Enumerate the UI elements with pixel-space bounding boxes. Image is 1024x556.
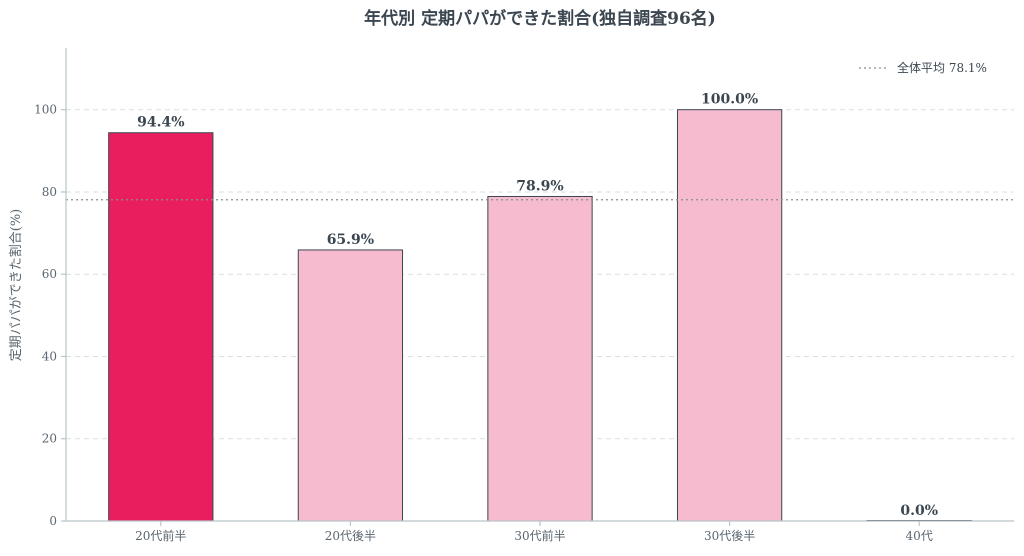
data-labels: 94.4% 65.9% 78.9% 100.0% 0.0%: [137, 92, 938, 519]
x-tick-label-2: 20代後半: [325, 529, 376, 543]
bar-1: [108, 132, 214, 522]
x-tick-label-1: 20代前半: [135, 528, 186, 543]
bar-3: [487, 195, 593, 522]
y-tick-label: 40: [42, 349, 57, 363]
y-tick-label: 60: [42, 267, 57, 281]
data-label-5: 0.0%: [900, 503, 938, 519]
data-label-1: 94.4%: [137, 115, 184, 131]
bar-2: [297, 249, 404, 522]
y-axis-ticks: 0 20 40 60 80 100: [34, 103, 66, 528]
y-tick-label: 100: [34, 103, 57, 117]
y-tick-label: 0: [49, 514, 57, 528]
data-label-2: 65.9%: [327, 232, 374, 248]
x-axis-ticks: 20代前半 20代後半 30代前半 30代後半 40代: [135, 521, 933, 543]
x-tick-label-5: 40代: [906, 529, 933, 543]
y-axis-label: 定期パパができた割合(%): [8, 209, 24, 362]
data-label-4: 100.0%: [701, 92, 758, 108]
y-tick-label: 20: [42, 432, 57, 446]
x-tick-label-3: 30代前半: [514, 528, 565, 543]
legend: 全体平均 78.1%: [859, 60, 987, 75]
bars: [108, 109, 972, 522]
y-tick-label: 80: [42, 185, 57, 199]
x-tick-label-4: 30代後半: [704, 529, 755, 543]
bar-4: [676, 109, 783, 522]
data-label-3: 78.9%: [516, 178, 563, 194]
legend-label: 全体平均 78.1%: [897, 60, 987, 75]
chart-title: 年代別 定期パパができた割合(独自調査96名): [364, 8, 716, 29]
